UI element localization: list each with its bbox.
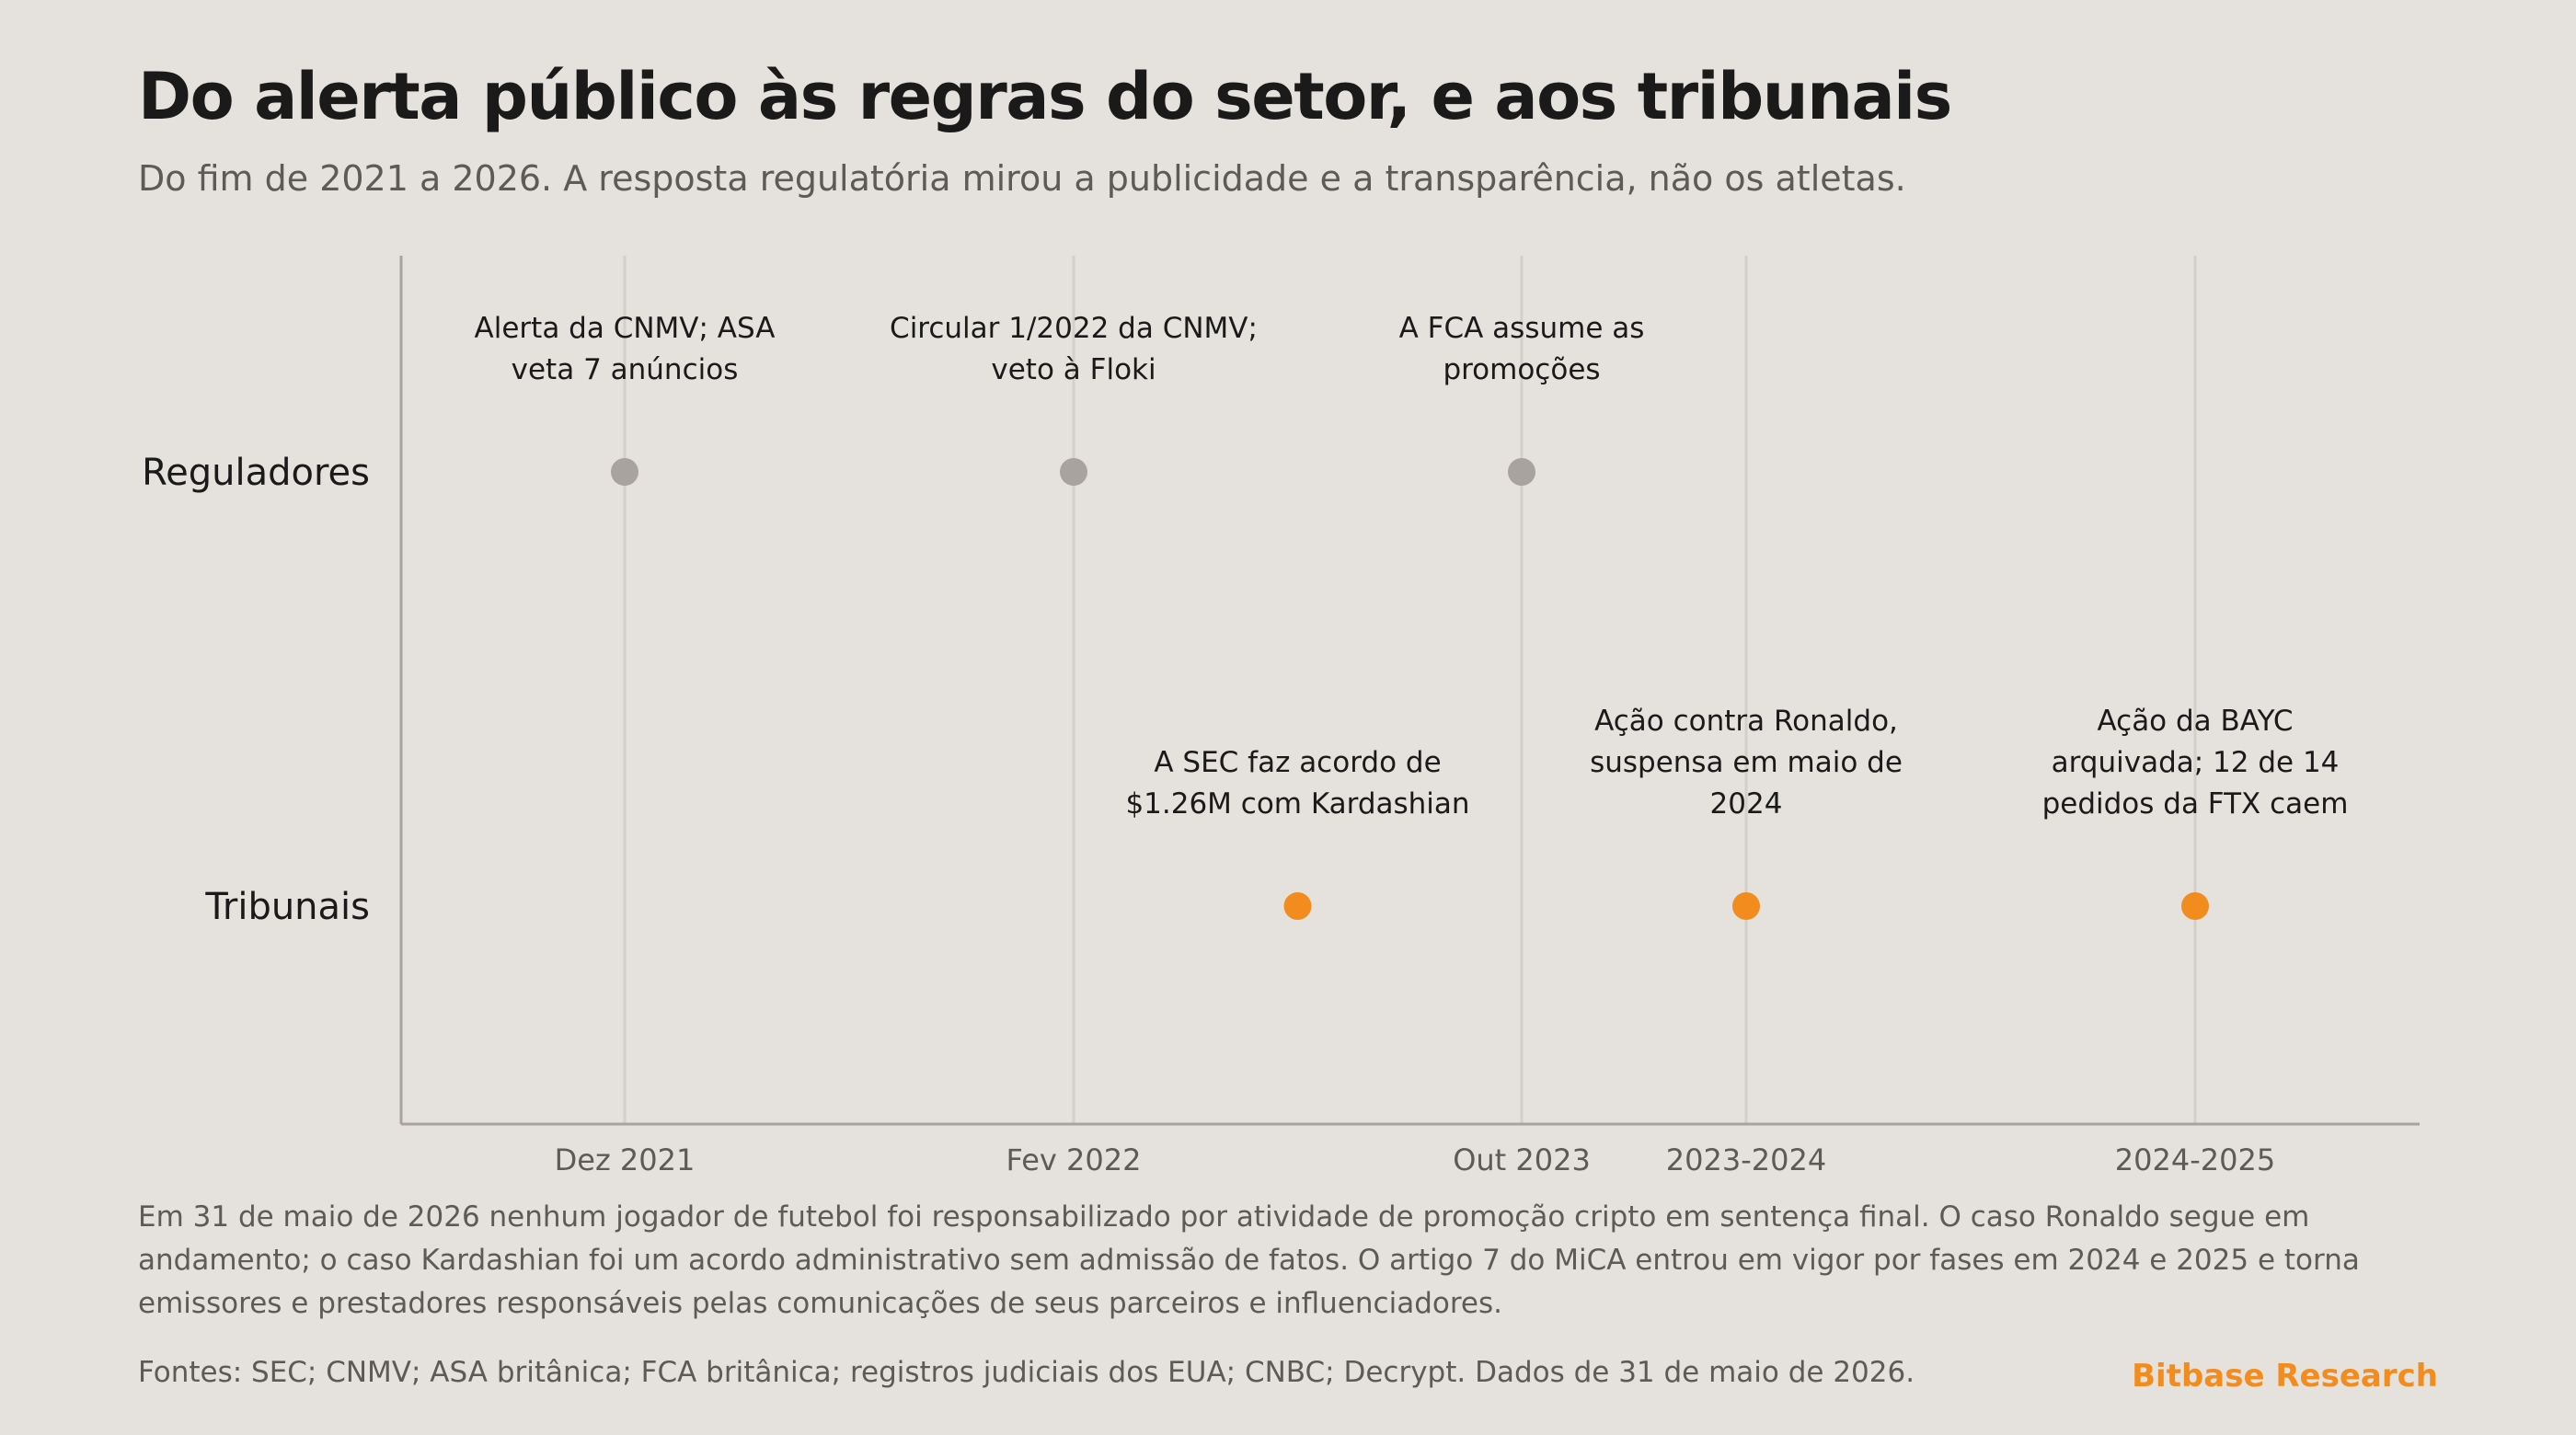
footnote: Em 31 de maio de 2026 nenhum jogador de … xyxy=(138,1200,2360,1320)
event-label: Ação da BAYC arquivada; 12 de 14 pedidos d… xyxy=(2042,705,2349,821)
regulator-event-marker xyxy=(1060,458,1087,486)
brand-logo-text: Bitbase Research xyxy=(2132,1358,2438,1395)
chart-subtitle: Do fim de 2021 a 2026. A resposta regula… xyxy=(138,158,1906,199)
court-event-marker xyxy=(1283,892,1312,920)
event-label: Ação contra Ronaldo, suspensa em maio de 2… xyxy=(1590,705,1903,821)
event-label: Circular 1/2022 da CNMV; veto à Floki xyxy=(890,312,1258,386)
row-label: Reguladores xyxy=(142,452,370,494)
event-label: A FCA assume as promoções xyxy=(1399,312,1645,386)
court-event-marker xyxy=(1732,892,1760,920)
event-label: A SEC faz acordo de $1.26M com Kardashian xyxy=(1125,746,1469,821)
row-label: Tribunais xyxy=(204,886,370,928)
chart-title: Do alerta público às regras do setor, e … xyxy=(138,59,1952,134)
x-tick-label: Dez 2021 xyxy=(555,1142,696,1177)
x-tick-label: 2024-2025 xyxy=(2115,1142,2275,1177)
court-event-marker xyxy=(2181,892,2209,920)
sources-text: Fontes: SEC; CNMV; ASA britânica; FCA br… xyxy=(138,1356,1915,1389)
x-tick-label: 2023-2024 xyxy=(1666,1142,1826,1177)
x-tick-label: Out 2023 xyxy=(1453,1142,1591,1177)
event-label: Alerta da CNMV; ASA veta 7 anúncios xyxy=(475,312,776,386)
regulator-event-marker xyxy=(611,458,638,486)
x-tick-label: Fev 2022 xyxy=(1006,1142,1142,1177)
regulator-event-marker xyxy=(1508,458,1535,486)
timeline-chart: Reguladores Tribunais Dez 2021 Fev 2022 Out … xyxy=(142,256,2420,1177)
